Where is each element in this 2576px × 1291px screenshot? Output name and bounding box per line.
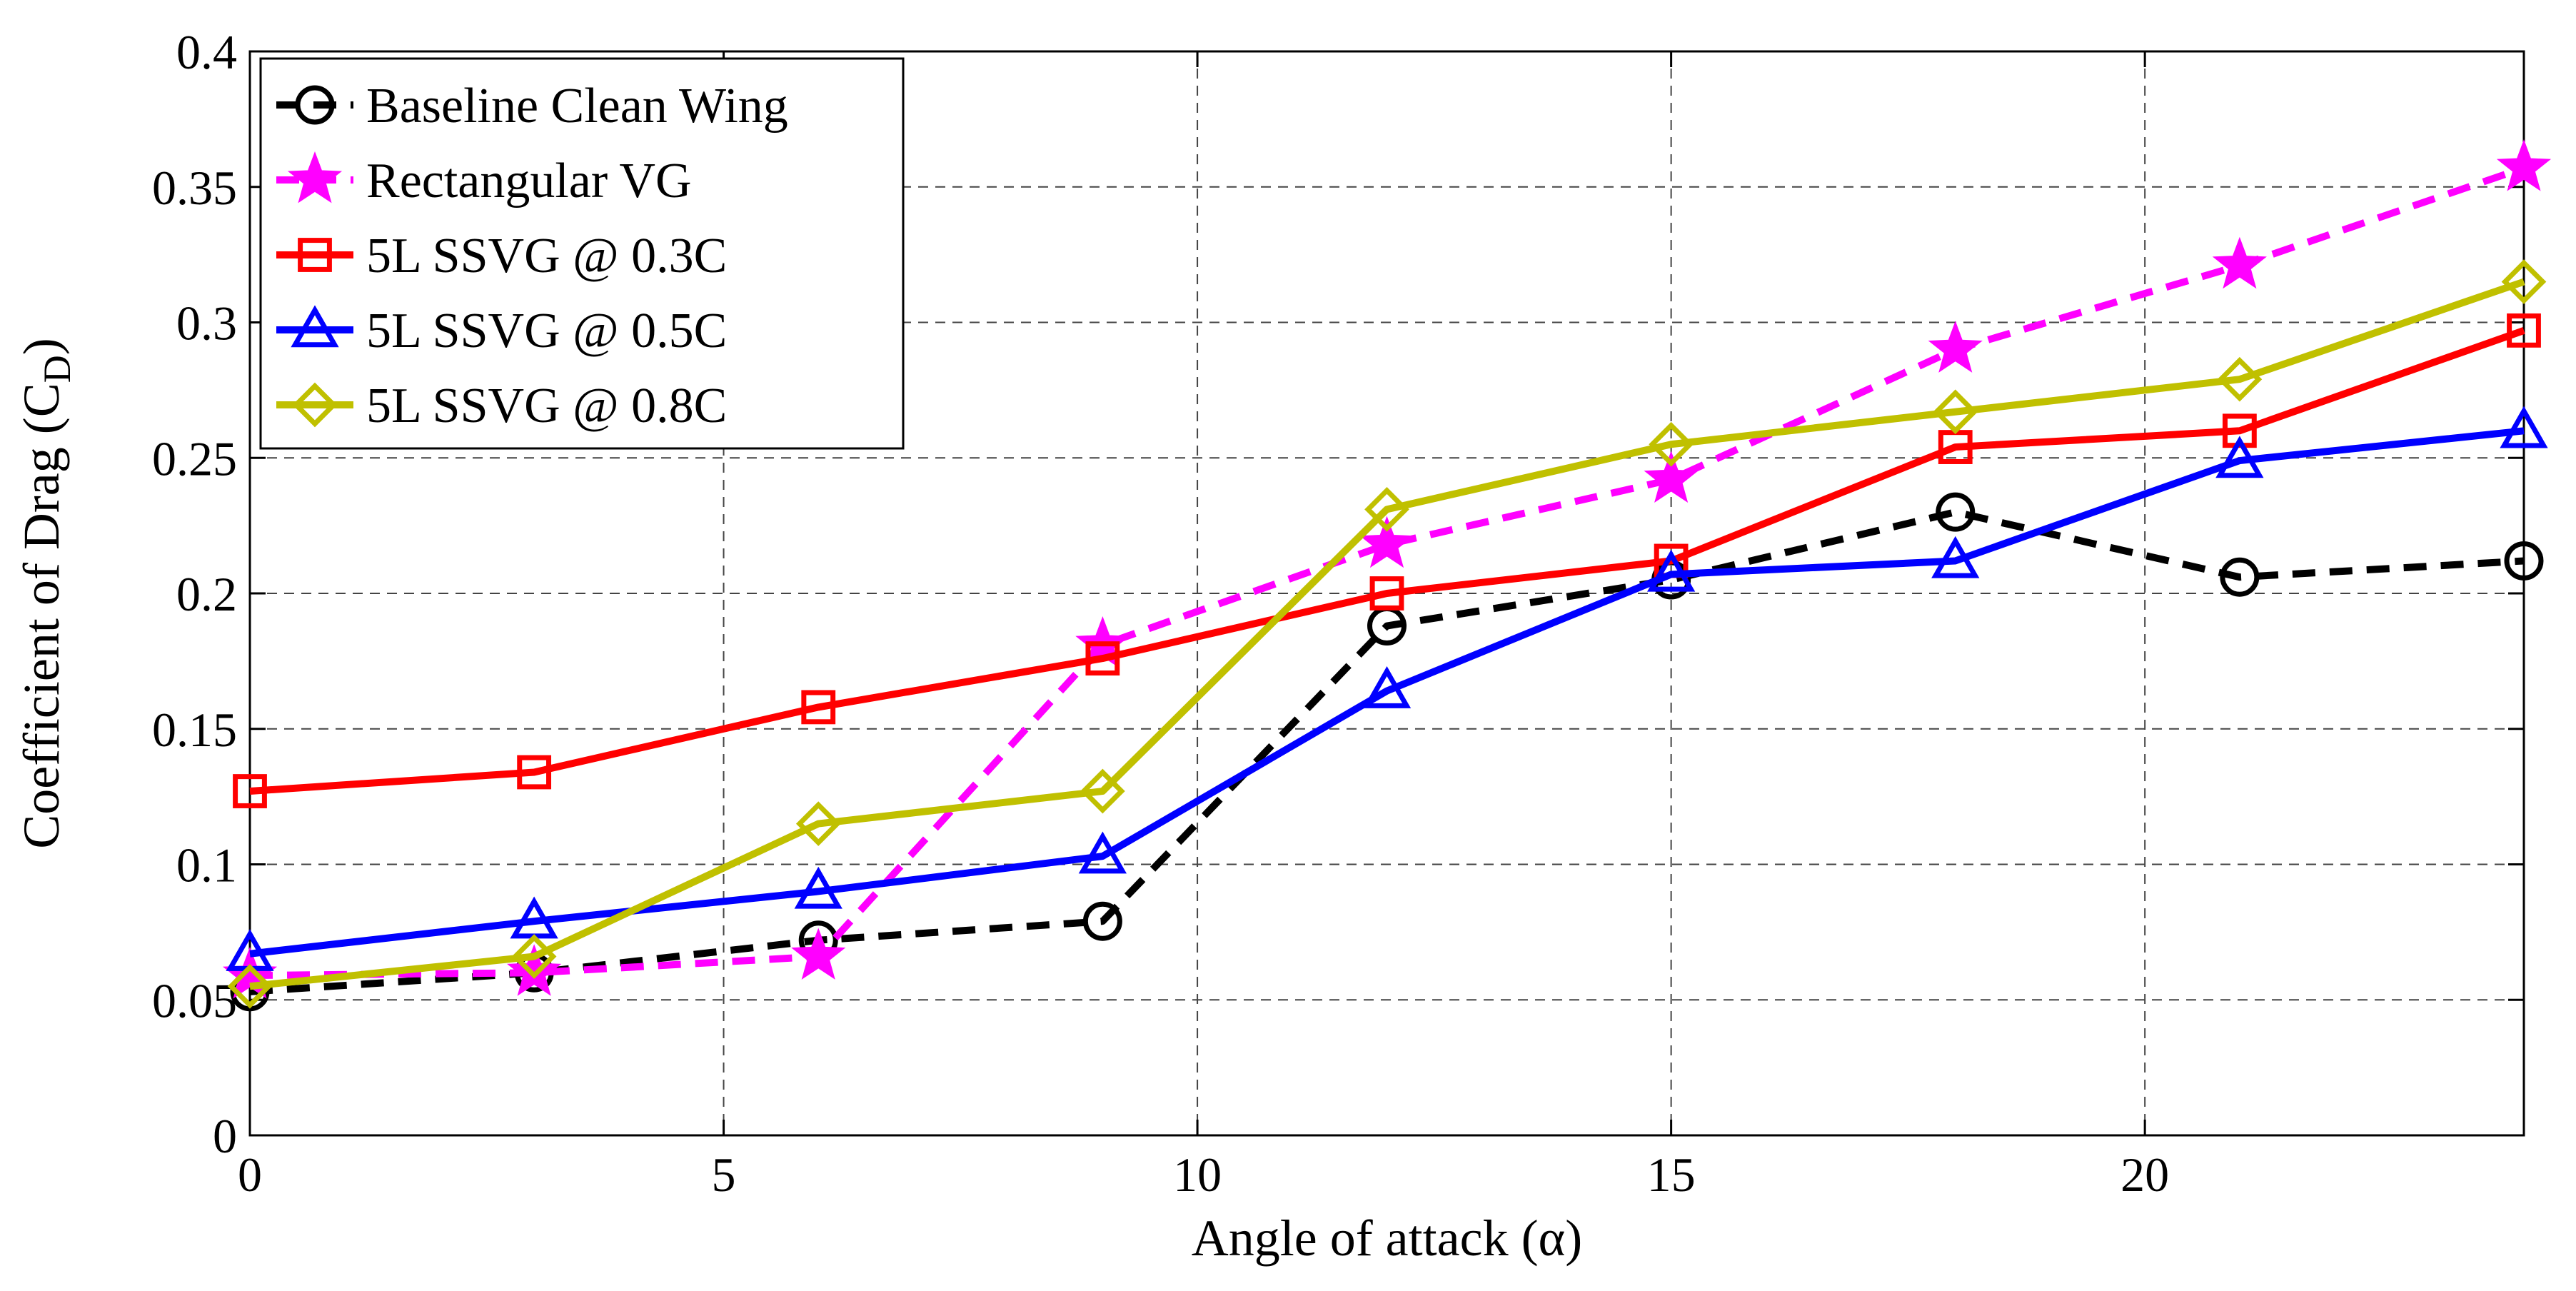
x-tick-label: 5 — [712, 1147, 736, 1202]
y-tick-label: 0.05 — [152, 973, 237, 1028]
y-tick-label: 0.3 — [176, 296, 237, 351]
data-point — [1082, 901, 1122, 941]
legend-label: Baseline Clean Wing — [366, 79, 788, 134]
data-point — [2507, 313, 2541, 348]
legend-marker — [298, 238, 332, 272]
y-tick-label: 0.15 — [152, 703, 237, 757]
y-axis-label-subscript: D — [36, 355, 79, 383]
series-line — [249, 164, 2525, 980]
y-axis-label-main: Coefficient of Drag (C — [13, 383, 70, 848]
y-tick-label: 0.2 — [176, 567, 237, 621]
data-point — [2215, 436, 2264, 478]
data-point — [2504, 541, 2544, 581]
y-tick-label: 0.1 — [176, 838, 237, 893]
data-point — [791, 928, 846, 980]
data-point — [1359, 516, 1414, 568]
y-axis-label-close: ) — [13, 338, 70, 355]
data-point — [517, 755, 552, 790]
series-line — [249, 508, 2525, 995]
legend-marker — [292, 382, 338, 428]
series-3 — [233, 313, 2541, 808]
data-point — [2501, 259, 2547, 304]
y-axis-label: Coefficient of Drag (CD) — [13, 338, 79, 848]
data-point — [795, 801, 841, 846]
legend-marker — [295, 85, 335, 125]
legend-label: Rectangular VG — [366, 154, 692, 209]
data-point — [233, 774, 267, 808]
series-1 — [230, 492, 2544, 1012]
data-point — [511, 934, 557, 979]
legend-marker — [287, 151, 343, 204]
data-point — [1649, 421, 1694, 467]
data-point — [1931, 536, 1980, 578]
axes: 0 5 10 15 20 0 0.05 0.1 0.15 0.2 0.25 0.3 0.35 0.4 — [152, 25, 2524, 1202]
legend-box — [259, 57, 905, 450]
legend-label: 5L SSVG @ 0.5C — [366, 303, 727, 358]
data-point — [1936, 492, 1976, 532]
y-tick-label: 0.35 — [152, 161, 237, 215]
data-point — [2496, 139, 2552, 191]
data-point — [1078, 831, 1127, 874]
data-point — [794, 866, 842, 909]
data-point — [2500, 406, 2548, 448]
data-point — [1362, 665, 1412, 708]
data-point — [507, 944, 562, 996]
data-point — [1644, 451, 1699, 503]
data-point — [1085, 641, 1120, 675]
y-tick-label: 0.4 — [176, 25, 237, 79]
data-point — [1646, 549, 1696, 592]
series-line — [249, 278, 2525, 990]
y-tick-label: 0.25 — [152, 431, 237, 486]
x-axis-label: Angle of attack (α) — [1192, 1210, 1583, 1267]
data-point — [801, 690, 836, 725]
data-point — [1080, 768, 1125, 814]
data-point — [1933, 389, 1978, 435]
legend-label: 5L SSVG @ 0.3C — [366, 228, 727, 283]
data-point — [2220, 557, 2260, 597]
data-point — [2217, 356, 2263, 402]
data-point — [2212, 236, 2267, 289]
data-point — [227, 963, 273, 1009]
legend-label: 5L SSVG @ 0.8C — [366, 378, 727, 433]
series-group — [222, 139, 2552, 1012]
series-line — [249, 327, 2525, 795]
data-point — [1364, 487, 1409, 532]
legend-marker — [291, 305, 339, 348]
x-tick-label: 0 — [238, 1147, 262, 1202]
series-5 — [227, 259, 2547, 1009]
legend: Baseline Clean Wing Rectangular VG 5L SSVG… — [259, 57, 905, 450]
x-tick-label: 10 — [1173, 1147, 1222, 1202]
x-tick-label: 20 — [2120, 1147, 2169, 1202]
y-tick-label: 0 — [213, 1109, 237, 1163]
data-point — [1928, 321, 1983, 373]
data-point — [1369, 576, 1404, 611]
x-tick-label: 15 — [1647, 1147, 1696, 1202]
